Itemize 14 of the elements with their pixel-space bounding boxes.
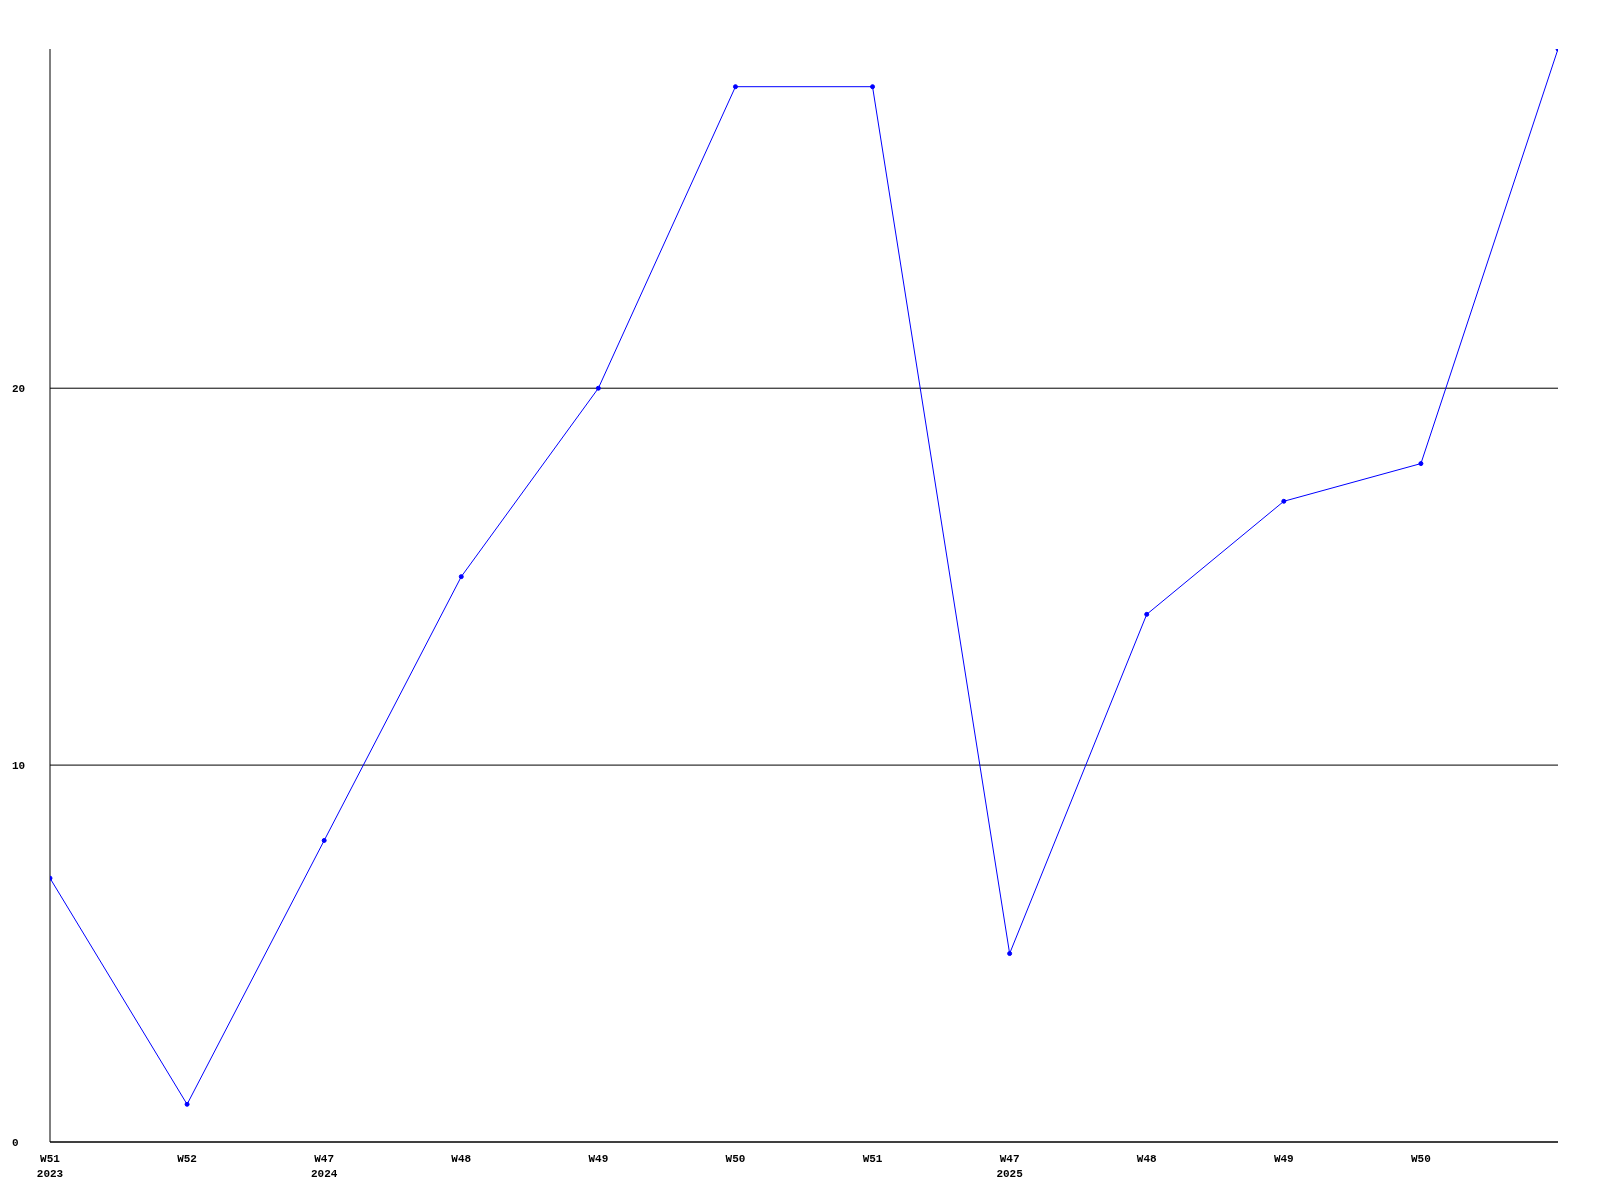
x-tick-label: W48 xyxy=(1136,1153,1158,1165)
y-tick-label: 10 xyxy=(12,760,26,773)
x-tick-label: W49 xyxy=(1273,1153,1294,1165)
x-tick-label: W52 xyxy=(177,1153,197,1165)
y-tick-label: 0 xyxy=(12,1136,19,1149)
x-tick-label: W47 2024 xyxy=(310,1153,338,1180)
x-tick-label: W49 xyxy=(588,1153,609,1165)
x-tick-label: W50 xyxy=(725,1153,746,1165)
x-tick-label: W51 xyxy=(862,1153,883,1165)
y-tick-label: 20 xyxy=(12,383,26,396)
x-tick-label: W50 xyxy=(1411,1153,1431,1165)
x-tick-label: W48 xyxy=(451,1153,472,1165)
x-tick-label: W47 2025 xyxy=(996,1153,1024,1180)
x-tick-label: W51 2023 xyxy=(36,1153,64,1180)
